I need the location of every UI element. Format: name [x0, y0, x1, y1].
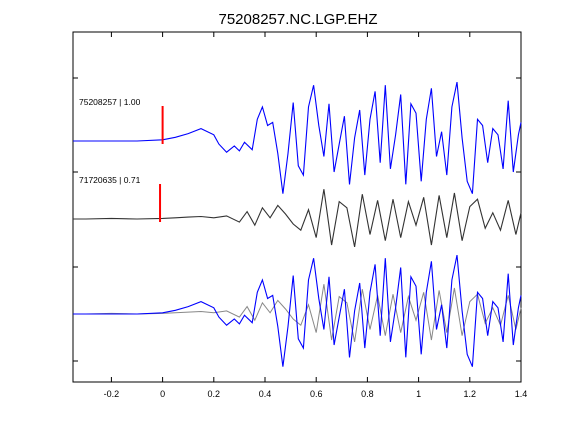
chart-title: 75208257.NC.LGP.EHZ — [219, 11, 378, 28]
trace-3-overlay-line — [73, 284, 522, 342]
x-tick-label: 0 — [160, 389, 165, 399]
x-tick-label: 1 — [416, 389, 421, 399]
x-tick-label: 0.6 — [310, 389, 323, 399]
trace-3-line — [73, 254, 522, 367]
trace-2-line — [73, 189, 522, 248]
trace-2-label: 71720635 | 0.71 — [79, 175, 141, 185]
x-tick-label: 1.4 — [515, 389, 528, 399]
x-tick-label: 1.2 — [464, 389, 477, 399]
axes: -0.2 0 0.2 0.4 0.6 0.8 1 1.2 1.4 — [73, 32, 527, 399]
x-tick-label: -0.2 — [104, 389, 120, 399]
x-tick-label: 0.4 — [259, 389, 272, 399]
traces: 75208257 | 1.00 71720635 | 0.71 — [73, 81, 522, 367]
trace-1-line — [73, 81, 522, 194]
plot-frame — [72, 31, 522, 383]
x-tick-label: 0.8 — [361, 389, 374, 399]
trace-1-label: 75208257 | 1.00 — [79, 97, 141, 107]
x-tick-label: 0.2 — [208, 389, 221, 399]
